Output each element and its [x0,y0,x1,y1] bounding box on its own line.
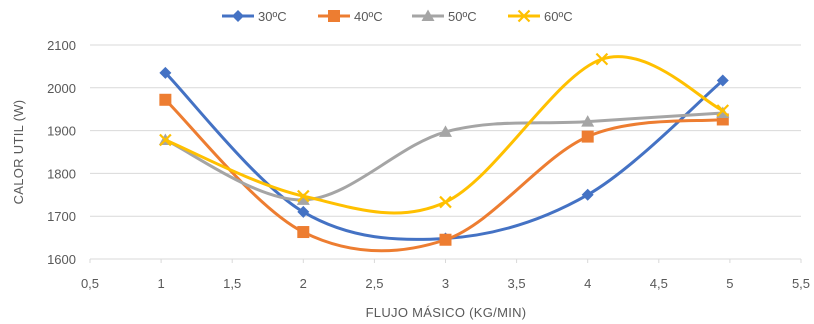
data-point [716,74,729,87]
data-point [439,233,452,246]
y-tick-label: 2000 [47,81,76,96]
legend-label: 50ºC [448,9,477,24]
data-point [159,66,172,79]
x-tick-label: 4,5 [650,276,668,291]
legend-marker [421,9,435,21]
legend: 30ºC 40ºC 50ºC 60ºC [222,9,573,24]
legend-marker [328,10,340,22]
series-1 [159,93,729,253]
y-axis-title: CALOR UTIL (W) [11,100,26,205]
x-tick-label: 3,5 [508,276,526,291]
data-point [297,205,310,218]
data-point [581,188,594,201]
legend-item: 40ºC [318,9,383,24]
legend-item: 60ºC [508,9,573,24]
series-0 [159,66,729,245]
legend-marker [232,10,244,22]
data-point [716,104,730,117]
x-tick-label: 5,5 [792,276,810,291]
y-axis-ticks: 1600 1700 1800 1900 2000 2100 [47,38,76,267]
x-tick-label: 3 [442,276,449,291]
y-tick-label: 2100 [47,38,76,53]
legend-label: 60ºC [544,9,573,24]
data-point [159,93,172,106]
data-point [595,52,609,66]
x-tick-label: 0,5 [81,276,99,291]
y-tick-label: 1900 [47,124,76,139]
y-tick-label: 1700 [47,209,76,224]
legend-label: 30ºC [258,9,287,24]
data-point [581,130,594,143]
x-tick-label: 1 [157,276,164,291]
series-line [163,98,725,253]
y-tick-label: 1800 [47,166,76,181]
data-point [581,115,595,127]
series-group [158,52,730,253]
x-axis-title: FLUJO MÁSICO (KG/MIN) [366,305,527,320]
x-tick-label: 4 [584,276,591,291]
legend-item: 30ºC [222,9,287,24]
series-3 [159,52,730,215]
y-tick-label: 1600 [47,252,76,267]
x-tick-label: 2,5 [365,276,383,291]
data-point [297,226,310,239]
legend-marker [517,9,531,23]
data-point [159,133,172,147]
x-tick-label: 1,5 [223,276,241,291]
data-point [439,195,452,209]
data-point [297,189,310,203]
x-tick-label: 5 [726,276,733,291]
series-2 [158,106,730,205]
x-tick-label: 2 [300,276,307,291]
legend-item: 50ºC [412,9,477,24]
series-line [163,71,725,241]
x-axis-ticks: 0,5 1 1,5 2 2,5 3 3,5 4 4,5 5 5,5 [81,259,810,291]
gridlines [90,44,801,260]
legend-label: 40ºC [354,9,383,24]
data-point [439,125,452,137]
data-point [296,193,310,205]
